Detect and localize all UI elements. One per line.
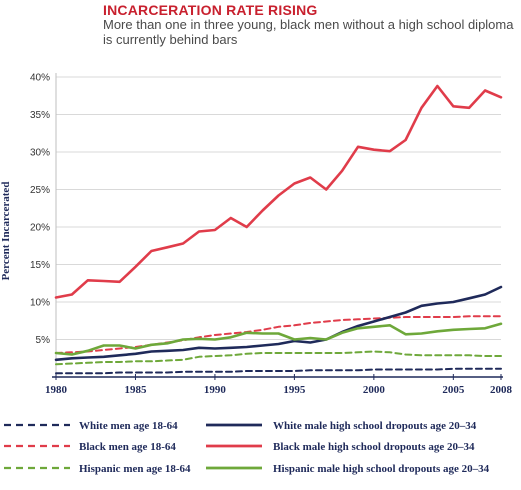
x-tick-label: 1985 bbox=[124, 384, 147, 396]
x-tick-label: 1990 bbox=[204, 384, 227, 396]
legend-label: Hispanic men age 18-64 bbox=[79, 463, 191, 475]
series-lines bbox=[54, 84, 503, 375]
legend-label: Black male high school dropouts age 20–3… bbox=[273, 441, 475, 453]
y-tick-label: 15% bbox=[30, 260, 50, 271]
x-tick-label: 2005 bbox=[442, 384, 465, 396]
x-tick-label: 2008 bbox=[490, 384, 513, 396]
series-line-4 bbox=[54, 285, 503, 362]
chart-subtitle: More than one in three young, black men … bbox=[103, 17, 514, 47]
y-tick-label: 5% bbox=[36, 335, 51, 346]
x-tick-label: 1980 bbox=[45, 384, 68, 396]
y-tick-label: 35% bbox=[30, 110, 50, 121]
legend: White men age 18-64 Black men age 18-64 Hi… bbox=[4, 420, 490, 475]
series-line-3 bbox=[55, 350, 502, 366]
y-axis-label: Percent Incarcerated bbox=[0, 182, 12, 281]
x-tick-label: 2000 bbox=[363, 384, 386, 396]
legend-label: Hispanic male high school dropouts age 2… bbox=[273, 463, 490, 475]
series-line-1 bbox=[55, 367, 502, 375]
series-line-5 bbox=[54, 84, 503, 299]
y-tick-label: 25% bbox=[30, 185, 50, 196]
legend-label: Black men age 18-64 bbox=[79, 441, 176, 453]
grid bbox=[56, 76, 501, 340]
x-tick-label: 1995 bbox=[283, 384, 306, 396]
tick-labels: 5% 10% 15% 20% 25% 30% 35% 40% 1980 1985 1990 1995 2… bbox=[30, 73, 513, 397]
chart-title: INCARCERATION RATE RISING bbox=[103, 2, 318, 18]
y-tick-label: 10% bbox=[30, 298, 50, 309]
legend-label: White male high school dropouts age 20–3… bbox=[273, 420, 477, 432]
series-line-6 bbox=[54, 322, 503, 356]
y-tick-label: 20% bbox=[30, 223, 50, 234]
y-tick-label: 30% bbox=[30, 148, 50, 159]
legend-label: White men age 18-64 bbox=[79, 420, 178, 432]
axes bbox=[52, 73, 503, 380]
y-tick-label: 40% bbox=[30, 73, 50, 84]
